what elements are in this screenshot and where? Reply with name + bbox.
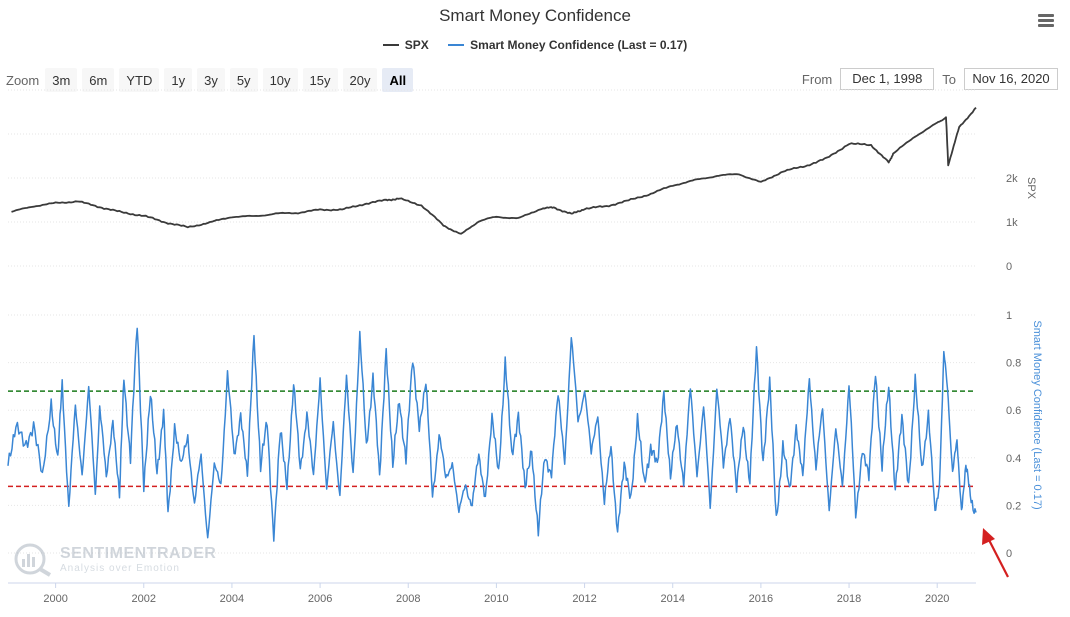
watermark-tagline: Analysis over Emotion [60,562,180,574]
x-tick-label: 2002 [132,593,156,605]
x-tick-label: 2018 [837,593,861,605]
x-tick-label: 2000 [43,593,67,605]
zoom-button-ytd[interactable]: YTD [119,68,160,92]
zoom-button-5y[interactable]: 5y [229,68,258,92]
legend-item-spx[interactable]: SPX [382,38,429,52]
watermark-logo-icon [14,543,52,577]
spx-y-tick-label: 1k [1006,217,1018,229]
x-tick-label: 2016 [749,593,773,605]
zoom-bar: Zoom 3m 6m YTD 1y 3y 5y 10y 15y 20y All [6,68,418,92]
legend-swatch-smart-money [448,44,465,46]
zoom-button-6m[interactable]: 6m [82,68,115,92]
to-label: To [942,71,956,87]
spx-y-axis-ticks: 0 1k 2k [1006,173,1018,273]
zoom-button-3m[interactable]: 3m [45,68,78,92]
smc-y-tick-label: 0.6 [1006,405,1021,417]
from-date-input[interactable] [840,68,935,90]
legend-item-smart-money[interactable]: Smart Money Confidence (Last = 0.17) [448,38,687,52]
smart-money-series-line[interactable] [7,327,977,542]
smc-y-tick-label: 0.4 [1006,453,1021,465]
x-axis-ticks: 2000 2002 2004 2006 2008 2010 2012 2014 2016 2018… [43,583,949,605]
date-range-selector: From To [802,68,1058,90]
legend-swatch-spx [382,44,399,46]
smc-y-tick-label: 0.2 [1006,500,1021,512]
spx-axis-title: SPX [1025,177,1037,200]
watermark-brand: SENTIMENTRADER [60,544,217,562]
from-label: From [801,71,833,87]
smart-money-axis-title: Smart Money Confidence (Last = 0.17) [1031,320,1043,509]
smc-y-tick-label: 0.8 [1006,358,1021,370]
zoom-label: Zoom [6,72,40,88]
sentimentrader-watermark: SENTIMENTRADER Analysis over Emotion [10,541,216,577]
zoom-button-15y[interactable]: 15y [302,68,338,92]
legend-label-spx: SPX [404,38,429,52]
x-tick-label: 2006 [308,593,332,605]
zoom-button-20y[interactable]: 20y [342,68,378,92]
x-tick-label: 2020 [925,593,949,605]
red-arrow-annotation [982,528,1009,578]
chart-title: Smart Money Confidence [439,6,631,25]
smc-y-tick-label: 0 [1006,548,1012,560]
menu-bar [1038,24,1054,27]
spx-y-tick-label: 2k [1006,173,1018,185]
spx-y-tick-label: 0 [1006,261,1012,273]
menu-bar [1038,14,1054,17]
smc-y-axis-ticks: 0 0.2 0.4 0.6 0.8 1 [1006,310,1021,560]
x-tick-label: 2004 [220,593,244,605]
legend-label-smart-money: Smart Money Confidence (Last = 0.17) [470,38,688,52]
spx-series-line[interactable] [11,106,977,235]
x-tick-label: 2008 [396,593,420,605]
zoom-button-all[interactable]: All [382,68,414,92]
zoom-button-1y[interactable]: 1y [164,68,193,92]
chart-legend: SPX Smart Money Confidence (Last = 0.17) [0,35,1070,52]
to-date-input[interactable] [964,68,1058,90]
x-tick-label: 2012 [572,593,596,605]
menu-bar [1038,19,1054,22]
x-tick-label: 2010 [484,593,508,605]
zoom-button-10y[interactable]: 10y [262,68,298,92]
x-tick-label: 2014 [660,593,684,605]
spx-gridlines [8,89,976,267]
hamburger-menu-icon[interactable] [1038,14,1054,28]
zoom-button-3y[interactable]: 3y [197,68,225,92]
smc-y-tick-label: 1 [1006,310,1012,322]
